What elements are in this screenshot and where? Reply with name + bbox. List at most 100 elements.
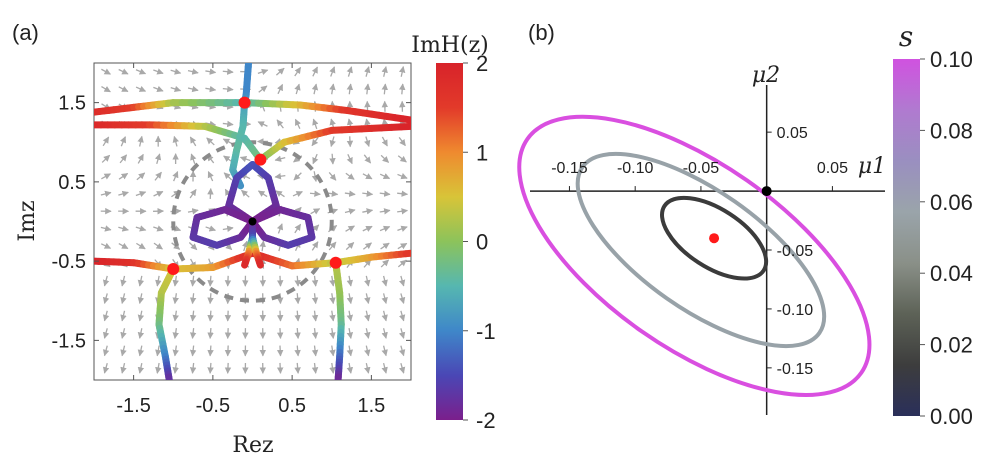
stream-arrow <box>309 190 321 197</box>
stream-arrow <box>222 120 234 128</box>
stream-arrow <box>257 121 268 128</box>
stream-arrow <box>398 83 406 95</box>
stream-arrow <box>102 310 110 322</box>
stream-arrow <box>397 173 408 180</box>
stream-arrow <box>100 190 112 198</box>
y-tick-label-a: -1.5 <box>52 330 86 352</box>
stream-arrow <box>172 310 179 322</box>
stream-arrow <box>207 310 214 322</box>
stream-arrow <box>294 118 301 129</box>
minimum-point <box>709 233 720 244</box>
stream-arrow <box>276 275 284 287</box>
stream-arrow <box>346 136 354 148</box>
stream-arrow <box>381 310 388 322</box>
stream-arrow <box>222 138 233 145</box>
stream-arrow <box>154 153 162 165</box>
colorbar-b-tick-label: 0.02 <box>930 333 973 358</box>
x-axis-label-a: Rez <box>232 433 273 458</box>
stream-arrow <box>293 172 302 181</box>
stream-arrow <box>137 135 144 147</box>
panel-a-label: (a) <box>12 20 39 45</box>
stream-arrow <box>222 103 234 110</box>
stream-arrow <box>205 120 217 128</box>
y-tick-label-a: -0.5 <box>52 251 86 273</box>
stream-arrow <box>344 190 356 197</box>
x-axis-label-b: μ1 <box>858 154 886 179</box>
stream-arrow <box>294 293 301 305</box>
stream-arrow <box>294 362 301 374</box>
stream-arrow <box>172 293 179 305</box>
stream-arrow <box>120 328 127 339</box>
stream-arrow <box>170 85 182 93</box>
stream-arrow <box>189 136 197 147</box>
stream-arrow <box>274 155 286 162</box>
stream-arrow <box>327 190 339 197</box>
stream-arrow <box>172 345 179 357</box>
stream-arrow <box>154 171 162 181</box>
stream-arrow <box>379 173 391 180</box>
stream-arrow <box>207 345 214 357</box>
stream-arrow <box>205 85 217 93</box>
stream-arrow <box>311 241 319 251</box>
stream-arrow <box>312 153 319 165</box>
y-tick-label-b: -0.15 <box>777 361 814 378</box>
stream-arrow <box>170 68 182 75</box>
stream-arrow <box>381 328 388 339</box>
axis-ticks-b: -0.15 -0.10 -0.05 0.05 0.05 -0.05 -0.10 -0.15 <box>551 125 848 378</box>
stream-arrow <box>223 172 233 181</box>
stream-arrow <box>292 191 303 198</box>
colorbar-b-bar <box>893 59 920 416</box>
y-tick-label-b: -0.05 <box>777 243 814 260</box>
colorbar-a-bar <box>436 63 463 420</box>
stream-arrow <box>311 136 319 147</box>
y-axis-label-a: Imz <box>15 200 40 241</box>
stream-arrow <box>207 293 214 305</box>
y-tick-label-a: 1.5 <box>58 93 86 115</box>
stream-arrow <box>118 225 129 232</box>
stream-arrow <box>381 275 388 287</box>
stream-arrow <box>275 67 285 76</box>
stream-arrow <box>329 66 336 77</box>
stream-arrow <box>100 242 112 249</box>
stream-arrow <box>137 153 144 164</box>
colorbar-b-title: s <box>899 20 913 53</box>
stream-arrow <box>222 225 234 232</box>
stream-arrow <box>294 275 301 287</box>
stream-arrow <box>258 85 268 93</box>
stream-arrow <box>189 362 197 374</box>
stream-arrow <box>294 83 301 95</box>
colorbar-a-tick-label: 1 <box>476 140 488 165</box>
contour-panel-b: -0.15 -0.10 -0.05 0.05 0.05 -0.05 -0.10 -0.15 μ… <box>517 63 886 415</box>
stream-arrow <box>364 310 371 322</box>
stream-arrow <box>172 275 179 287</box>
stream-arrow <box>294 345 301 357</box>
stream-arrow <box>276 223 284 234</box>
stream-arrow <box>137 362 145 374</box>
stream-arrow <box>311 362 319 374</box>
x-tick-label-a: 0.5 <box>278 395 306 417</box>
separatrix-segment <box>236 180 245 190</box>
x-tick-label-b: -0.10 <box>617 160 654 177</box>
stream-arrow <box>364 345 371 357</box>
stream-arrow <box>398 310 406 322</box>
stream-arrow <box>137 345 145 357</box>
colorbar-b-tick-label: 0.10 <box>930 47 973 72</box>
colorbar-b-tick-label: 0.08 <box>930 118 973 143</box>
stream-arrow <box>311 293 319 305</box>
stream-arrow <box>222 68 234 75</box>
stream-arrow <box>294 66 302 77</box>
stream-arrow <box>189 189 197 199</box>
stream-arrow <box>189 310 197 322</box>
stream-arrow <box>380 154 390 163</box>
stream-arrow <box>398 345 406 357</box>
stream-arrow <box>137 275 145 287</box>
stream-arrow <box>311 310 319 322</box>
stream-arrow <box>345 242 355 251</box>
stream-arrow <box>362 225 373 232</box>
dashed-unit-circle <box>171 140 334 303</box>
colorbar-a-title: ImH(z) <box>411 33 489 58</box>
x-tick-label-b: 0.05 <box>817 160 848 177</box>
colorbar-a: ImH(z) 2 1 0 -1 -2 <box>411 33 495 433</box>
stream-arrow <box>364 66 371 77</box>
stream-arrow <box>397 225 408 232</box>
